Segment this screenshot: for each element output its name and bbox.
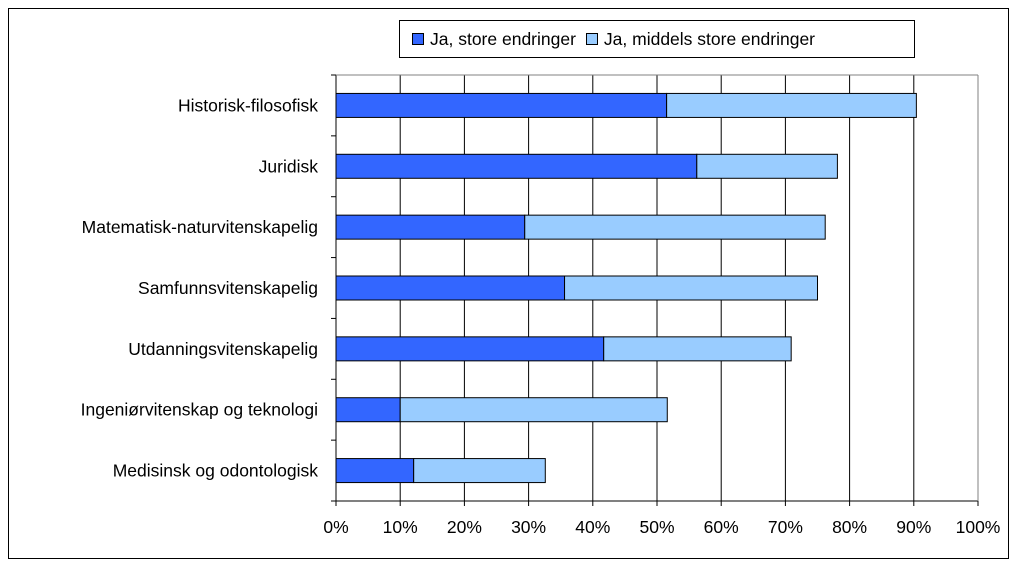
bar-1 xyxy=(335,458,415,484)
bar-1 xyxy=(335,214,526,240)
bar-2 xyxy=(603,336,792,362)
legend: Ja, store endringer Ja, middels store en… xyxy=(399,20,915,58)
x-tick-label: 0% xyxy=(323,517,348,537)
x-tick-label: 20% xyxy=(447,517,482,537)
y-tick-label: Historisk-filosofisk xyxy=(178,95,318,115)
x-tick-label: 90% xyxy=(896,517,931,537)
bar-2 xyxy=(696,153,838,179)
legend-label-series-1: Ja, store endringer xyxy=(430,28,576,49)
bar-2 xyxy=(666,92,917,118)
bar-1 xyxy=(335,397,401,423)
legend-swatch-series-2 xyxy=(585,33,598,45)
y-tick-label: Utdanningsvitenskapelig xyxy=(128,339,318,359)
bar-1 xyxy=(335,336,605,362)
bar-2 xyxy=(413,458,546,484)
bar-1 xyxy=(335,92,668,118)
x-tick-label: 30% xyxy=(511,517,546,537)
bar-2 xyxy=(399,397,668,423)
tick-labels: 0% 10% 20% 30% 40% 50% 60% 70% 80% 90% 100% Histori… xyxy=(81,74,1001,537)
legend-label-series-2: Ja, middels store endringer xyxy=(603,28,815,49)
bars xyxy=(335,92,917,484)
legend-swatch-series-1 xyxy=(412,33,424,45)
legend-item-series-1: Ja, store endringer xyxy=(412,29,576,50)
y-tick-label: Matematisk-naturvitenskapelig xyxy=(82,217,318,237)
bar-2 xyxy=(564,275,818,301)
x-tick-label: 80% xyxy=(832,517,867,537)
y-tick-label: Ingeniørvitenskap og teknologi xyxy=(81,400,318,420)
x-tick-label: 50% xyxy=(639,517,674,537)
x-tick-label: 40% xyxy=(575,517,610,537)
y-tick-label: Juridisk xyxy=(259,156,319,176)
y-tick-label: Samfunnsvitenskapelig xyxy=(138,278,318,298)
x-tick-label: 60% xyxy=(704,517,739,537)
bar-1 xyxy=(335,153,698,179)
x-tick-label: 10% xyxy=(383,517,418,537)
bar-1 xyxy=(335,275,566,301)
bar-2 xyxy=(524,214,826,240)
x-tick-label: 70% xyxy=(768,517,803,537)
legend-item-series-2: Ja, middels store endringer xyxy=(585,28,815,50)
y-tick-label: Medisinsk og odontologisk xyxy=(113,461,319,481)
x-tick-label: 100% xyxy=(956,517,1001,537)
